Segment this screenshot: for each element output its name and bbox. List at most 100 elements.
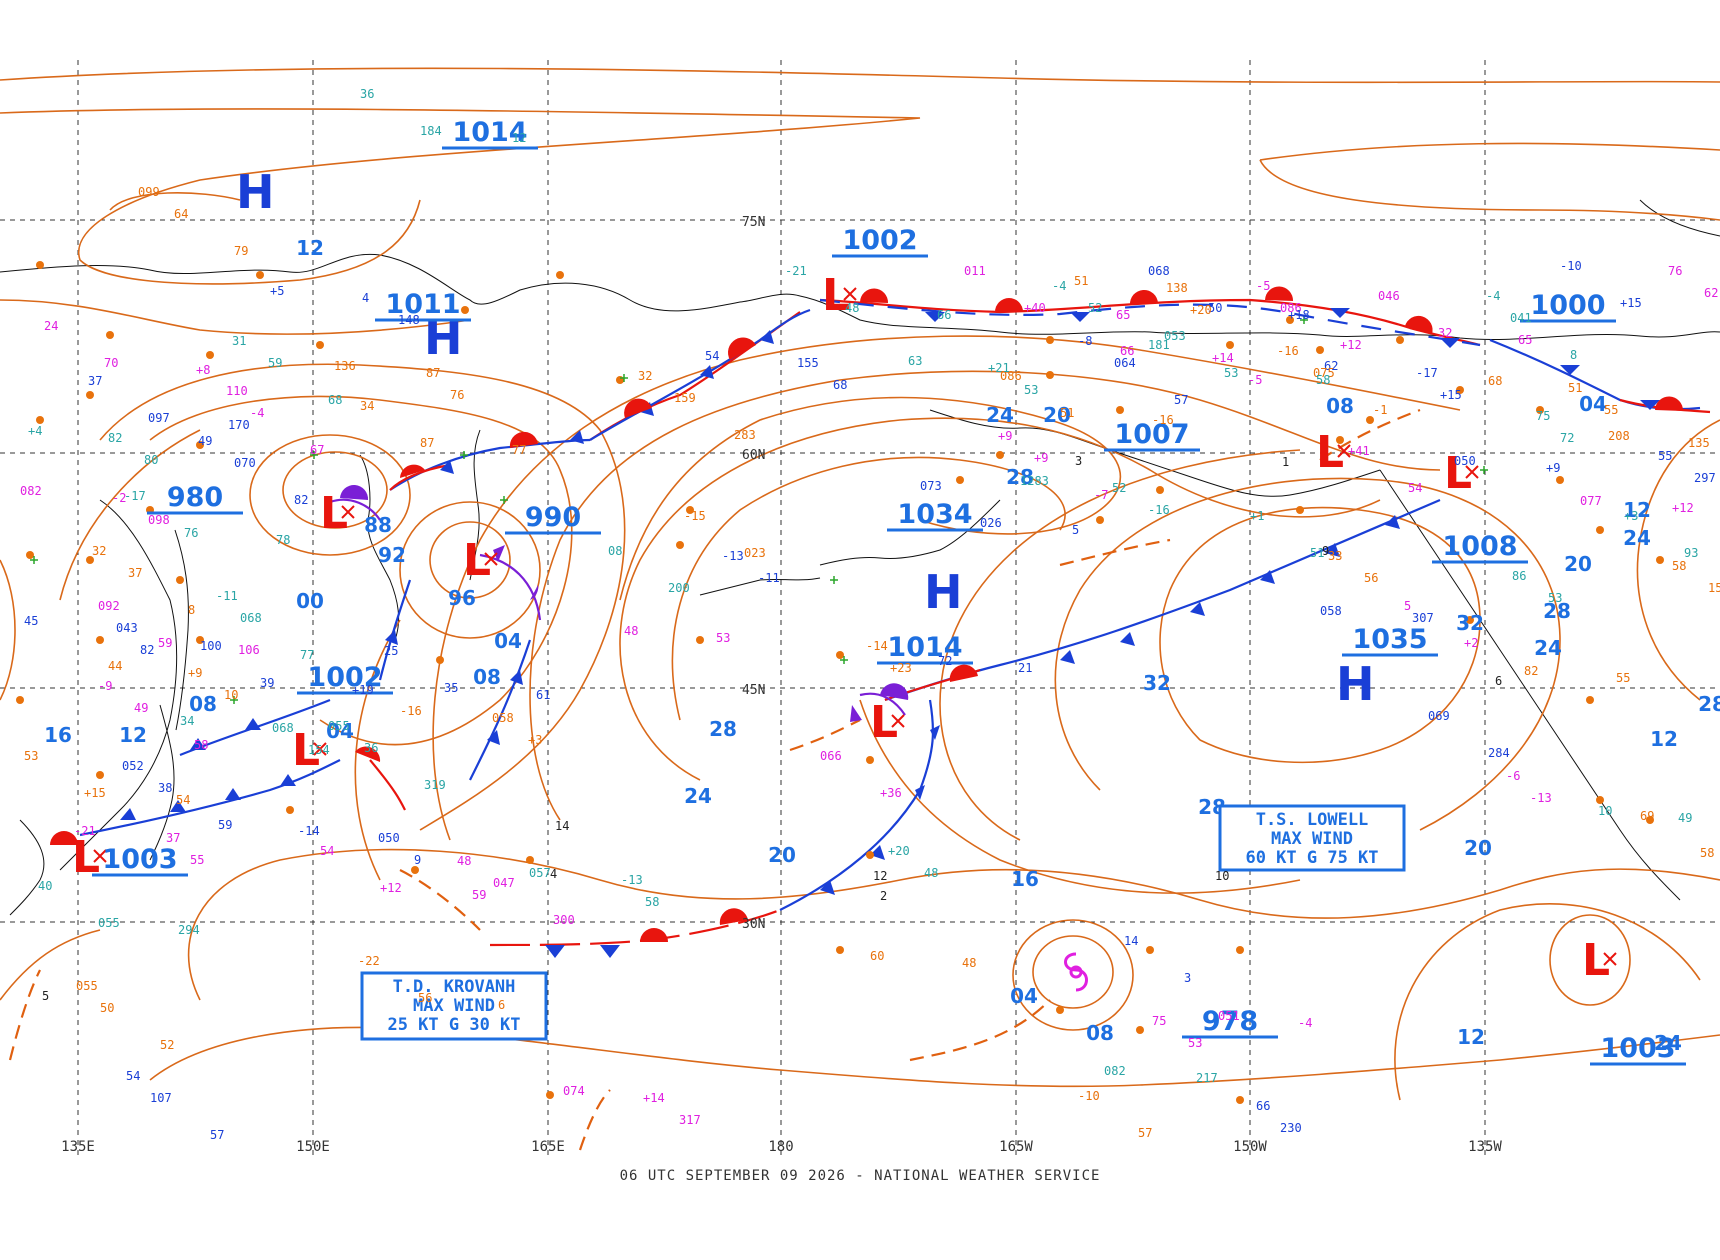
isobar-label: 08: [189, 692, 217, 716]
station-observation-value: 154: [308, 743, 330, 757]
station-observation-value: 51: [1568, 381, 1582, 395]
station-observation-value: 59: [268, 356, 282, 370]
station-observation-value: 48: [845, 301, 859, 315]
station-observation-value: 092: [98, 599, 120, 613]
station-observation-value: 011: [964, 264, 986, 278]
isobar-label: 28: [1698, 692, 1720, 716]
station-observation-value: 82: [1524, 664, 1538, 678]
station-observation-value: -10: [1560, 259, 1582, 273]
station-observation-value: -9: [98, 679, 112, 693]
station-observation-value: -10: [1078, 1089, 1100, 1103]
station-observation-value: -17: [124, 489, 146, 503]
station-observation-value: 58: [645, 895, 659, 909]
station-observation-value: 14: [1124, 934, 1138, 948]
isobars: [0, 67, 1720, 1101]
station-observation-value: 58: [1316, 373, 1330, 387]
station-weather-value: 5: [42, 989, 49, 1003]
station-observation-value: -16: [1148, 503, 1170, 517]
station-observation-value: 35: [444, 681, 458, 695]
station-observation-value: 50: [100, 1001, 114, 1015]
station-observation-value: 64: [174, 207, 188, 221]
station-observation-value: 75: [1536, 409, 1550, 423]
station-observation-value: 32: [638, 369, 652, 383]
station-observation-value: 66: [937, 308, 951, 322]
low-pressure-center: L: [292, 725, 320, 776]
station-observation-value: 51: [1074, 274, 1088, 288]
station-observation-value: +5: [270, 284, 284, 298]
station-observation-value: -4: [1052, 279, 1066, 293]
station-observation-value: 057: [529, 866, 551, 880]
station-observation-value: 68: [833, 378, 847, 392]
station-observation-value: 053: [1164, 329, 1186, 343]
station-observation-value: 074: [563, 1084, 585, 1098]
station-observation-value: 67: [310, 443, 324, 457]
station-observation-value: 34: [180, 714, 194, 728]
station-observation-value: 097: [148, 411, 170, 425]
station-observation-value: 54: [320, 844, 334, 858]
latitude-label: 30N: [742, 917, 765, 932]
station-observation-value: 79: [234, 244, 248, 258]
station-observation-value: 37: [88, 374, 102, 388]
station-observation-value: 082: [1104, 1064, 1126, 1078]
station-observation-value: 82: [140, 643, 154, 657]
isobar-label: 24: [1654, 1031, 1682, 1055]
station-observation-value: 136: [334, 359, 356, 373]
station-observation-value: 77: [300, 648, 314, 662]
station-observation-value: 57: [210, 1128, 224, 1142]
station-observation-value: 93: [1684, 546, 1698, 560]
station-observation-value: 55: [1616, 671, 1630, 685]
station-observation-value: -14: [866, 639, 888, 653]
station-observation-value: 055: [328, 719, 350, 733]
isobar-label: 24: [1623, 526, 1651, 550]
station-observation-value: -13: [1530, 791, 1552, 805]
station-observation-value: -15: [684, 509, 706, 523]
station-observation-value: 12: [512, 131, 526, 145]
station-observation-value: 54: [176, 793, 190, 807]
station-observation-value: 34: [360, 399, 374, 413]
station-observation-value: 181: [1148, 338, 1170, 352]
isobar-label: 04: [1010, 984, 1038, 1008]
isobar-label: 20: [1043, 403, 1071, 427]
central-pressure-value: 1011: [385, 289, 460, 320]
station-observation-value: 023: [744, 546, 766, 560]
latitude-label: 45N: [742, 683, 765, 698]
isobar-label: 20: [768, 843, 796, 867]
station-observation-value: 40: [38, 879, 52, 893]
station-observation-value: 53: [1024, 383, 1038, 397]
station-observation-value: 68: [328, 393, 342, 407]
station-observation-value: 9: [414, 853, 421, 867]
longitude-label: 150E: [296, 1139, 330, 1155]
station-observation-value: 53: [1188, 1036, 1202, 1050]
station-observation-value: 106: [238, 643, 260, 657]
station-observation-value: +9: [188, 666, 202, 680]
low-center-x-icon: [1465, 465, 1479, 479]
station-observation-value: 8: [1570, 348, 1577, 362]
station-observation-value: 5: [1072, 523, 1079, 537]
station-observation-value: +18: [1288, 308, 1310, 322]
station-weather-value: 6: [1495, 674, 1502, 688]
high-pressure-center: H: [1336, 657, 1375, 711]
isobar-label: 04: [494, 629, 522, 653]
isobar-label: 16: [44, 723, 72, 747]
station-observation-value: 62: [1324, 359, 1338, 373]
station-observation-value: 217: [1196, 1071, 1218, 1085]
latitude-label: 75N: [742, 215, 765, 230]
station-observation-value: 050: [378, 831, 400, 845]
station-observation-value: 70: [104, 356, 118, 370]
storm-wind-heading: MAX WIND: [413, 996, 495, 1016]
station-observation-value: 53: [1548, 591, 1562, 605]
station-observation-value: -17: [1416, 366, 1438, 380]
station-observation-value: 58: [194, 738, 208, 752]
station-weather-value: 14: [555, 819, 569, 833]
station-observation-value: +15: [1620, 296, 1642, 310]
coastlines: [0, 199, 1720, 916]
station-weather-value: 1: [1282, 455, 1289, 469]
station-observation-value: 54: [705, 349, 719, 363]
station-observation-value: -13: [722, 549, 744, 563]
station-observation-value: +41: [1348, 444, 1370, 458]
station-weather-value: 9: [1322, 544, 1329, 558]
station-observation-value: 48: [962, 956, 976, 970]
station-observation-value: 069: [1428, 709, 1450, 723]
troughs: [8, 408, 1421, 1151]
